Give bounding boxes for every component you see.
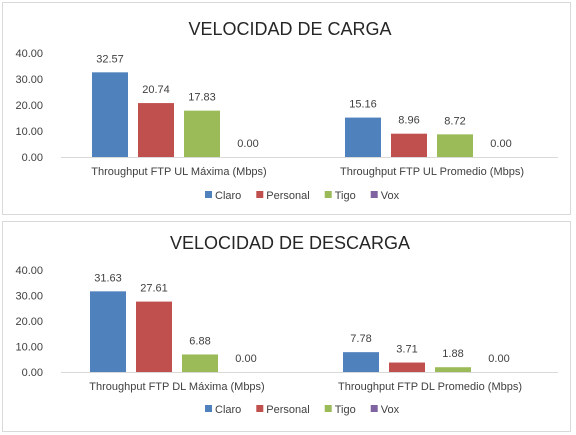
- bar-tigo-2: [437, 134, 473, 157]
- legend-swatch-personal: [256, 191, 264, 198]
- category-label: Throughput FTP UL Promedio (Mbps): [340, 166, 524, 178]
- bar-tigo-1: [182, 354, 218, 372]
- bar-personal-2: [389, 362, 425, 372]
- y-tick-label: 20.00: [15, 100, 43, 112]
- legend-label-tigo: Tigo: [335, 404, 356, 416]
- legend-swatch-vox: [370, 405, 378, 412]
- data-label: 0.00: [490, 138, 511, 150]
- data-label: 8.72: [444, 115, 465, 127]
- legend-label-tigo: Tigo: [335, 190, 356, 202]
- data-label: 0.00: [488, 353, 509, 365]
- legend-swatch-tigo: [324, 191, 332, 198]
- download-speed-chart-canvas: VELOCIDAD DE DESCARGA 0.00 10.00 20.00 30.0…: [15, 233, 558, 416]
- chart-title: VELOCIDAD DE CARGA: [188, 19, 391, 39]
- y-tick-label: 10.00: [15, 342, 43, 354]
- upload-speed-chart: VELOCIDAD DE CARGA 0.00 10.00 20.00 30.00 40…: [2, 2, 571, 215]
- y-tick-label: 20.00: [15, 316, 43, 328]
- legend-swatch-vox: [370, 191, 378, 198]
- data-label: 7.78: [350, 333, 371, 345]
- legend-label-vox: Vox: [381, 190, 400, 202]
- legend-label-personal: Personal: [266, 404, 309, 416]
- bar-claro-2: [345, 117, 381, 157]
- data-label: 32.57: [96, 53, 124, 65]
- legend-swatch-claro: [205, 191, 212, 198]
- y-tick-label: 0.00: [22, 367, 43, 379]
- bar-claro-1: [90, 291, 126, 372]
- upload-speed-chart-canvas: VELOCIDAD DE CARGA 0.00 10.00 20.00 30.00 40…: [15, 19, 558, 202]
- data-label: 31.63: [94, 272, 122, 284]
- bar-tigo-1: [184, 110, 220, 157]
- data-label: 0.00: [235, 353, 256, 365]
- bar-personal-2: [391, 133, 427, 157]
- data-label: 3.71: [396, 344, 417, 356]
- bar-personal-1: [138, 103, 174, 157]
- data-label: 20.74: [142, 84, 170, 96]
- y-tick-label: 10.00: [15, 126, 43, 138]
- bar-claro-1: [92, 72, 128, 157]
- category-label: Throughput FTP UL Máxima (Mbps): [91, 166, 266, 178]
- category-label: Throughput FTP DL Máxima (Mbps): [89, 381, 264, 393]
- y-tick-label: 40.00: [15, 265, 43, 277]
- download-speed-chart: VELOCIDAD DE DESCARGA 0.00 10.00 20.00 30.0…: [2, 221, 571, 432]
- bar-claro-2: [343, 352, 379, 372]
- data-label: 15.16: [349, 99, 377, 111]
- bar-personal-1: [136, 301, 172, 372]
- legend-label-claro: Claro: [215, 190, 241, 202]
- legend-label-claro: Claro: [215, 404, 241, 416]
- data-label: 0.00: [237, 138, 258, 150]
- data-label: 6.88: [189, 335, 210, 347]
- y-tick-label: 40.00: [15, 48, 43, 60]
- y-tick-label: 30.00: [15, 74, 43, 86]
- chart-title: VELOCIDAD DE DESCARGA: [170, 233, 410, 253]
- legend-label-vox: Vox: [381, 404, 400, 416]
- legend-label-personal: Personal: [266, 190, 309, 202]
- category-label: Throughput FTP DL Promedio (Mbps): [338, 381, 522, 393]
- data-label: 27.61: [140, 283, 168, 295]
- y-tick-label: 0.00: [22, 152, 43, 164]
- legend-swatch-tigo: [324, 405, 332, 412]
- bar-tigo-2: [435, 367, 471, 372]
- data-label: 8.96: [398, 115, 419, 127]
- legend-swatch-personal: [256, 405, 264, 412]
- legend-swatch-claro: [205, 405, 212, 412]
- y-tick-label: 30.00: [15, 291, 43, 303]
- data-label: 17.83: [188, 92, 216, 104]
- data-label: 1.88: [442, 348, 463, 360]
